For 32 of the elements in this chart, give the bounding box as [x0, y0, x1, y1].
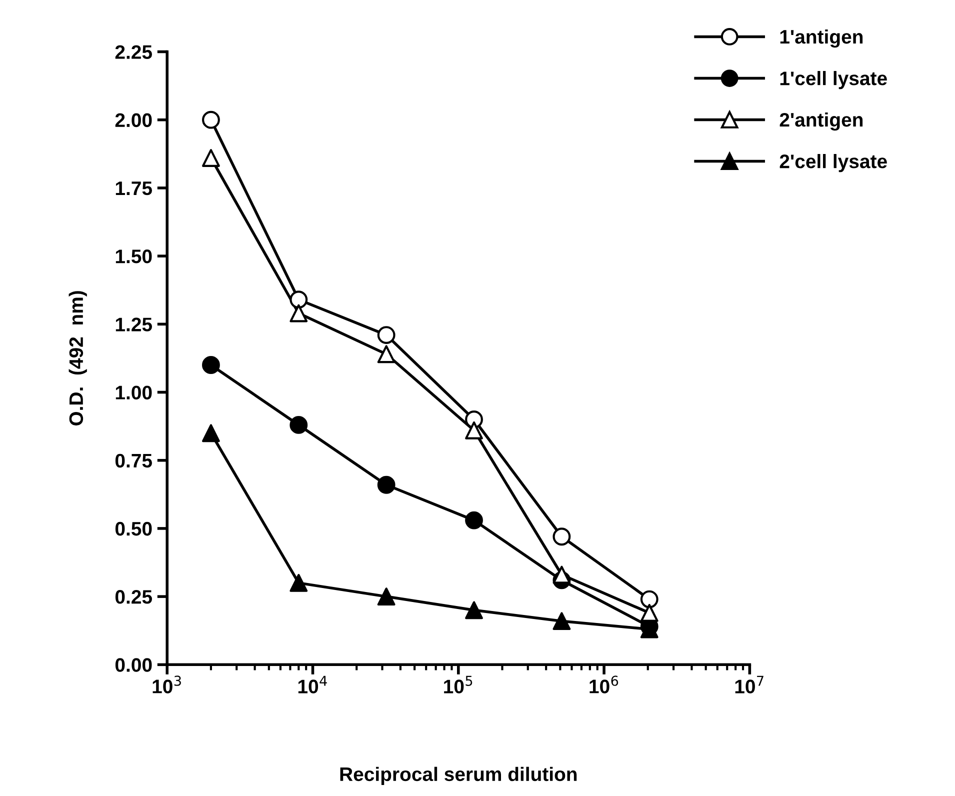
x-tick-label: 10$^{3}$	[152, 676, 181, 694]
legend-label: 1'antigen	[780, 29, 863, 48]
legend-label: 1'cell lysate	[780, 70, 887, 90]
y-axis-title: O.D. (492 nm)	[68, 291, 87, 426]
y-tick-label: 2.00	[115, 113, 152, 128]
y-tick-label: 1.75	[116, 182, 152, 196]
y-tick-label: 1.25	[116, 318, 152, 332]
x-axis-title: Reciprocal serum dilution	[340, 766, 577, 785]
x-tick-label: 10$^{4}$	[298, 676, 327, 694]
point	[465, 421, 483, 440]
legend-label: 2'antigen	[780, 112, 863, 131]
y-tick-label: 0.50	[115, 522, 152, 536]
point	[202, 424, 220, 442]
point	[465, 601, 483, 620]
legend-label: 2'cell lysate	[780, 154, 887, 172]
y-tick-label: 1.50	[116, 250, 152, 264]
point	[640, 604, 658, 622]
point	[290, 574, 308, 592]
point	[377, 345, 396, 364]
point	[290, 304, 308, 322]
y-tick-label: 2.25	[115, 45, 152, 59]
y-tick-label: 0.25	[115, 590, 152, 604]
y-tick-label: 0.75	[115, 454, 152, 468]
point	[552, 566, 571, 584]
x-tick-label: 10$^{7}$	[735, 676, 764, 694]
point	[552, 612, 571, 630]
x-tick-label: 10$^{5}$	[444, 676, 472, 694]
point	[202, 149, 220, 167]
point	[377, 588, 396, 606]
y-tick-label: 1.00	[116, 386, 152, 400]
x-tick-label: 10$^{6}$	[590, 676, 618, 694]
y-tick-label: 0.00	[115, 658, 152, 672]
